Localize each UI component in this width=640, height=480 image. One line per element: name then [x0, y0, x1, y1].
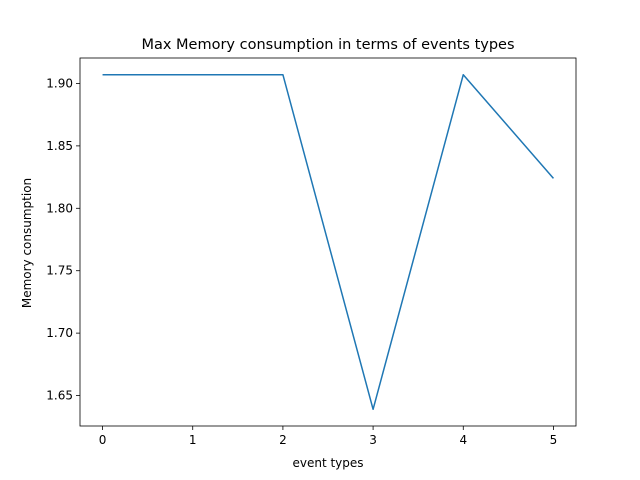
y-tick-label: 1.65 [46, 389, 73, 403]
x-tick-label: 2 [279, 433, 287, 447]
y-tick-label: 1.80 [46, 201, 73, 215]
x-tick-label: 3 [369, 433, 377, 447]
y-tick-label: 1.90 [46, 76, 73, 90]
plot-frame [79, 57, 577, 427]
y-tick-label: 1.70 [46, 326, 73, 340]
x-tick-label: 1 [189, 433, 197, 447]
x-tick-label: 0 [99, 433, 107, 447]
y-tick-label: 1.75 [46, 264, 73, 278]
chart-title: Max Memory consumption in terms of event… [141, 37, 514, 53]
x-tick-label: 5 [550, 433, 558, 447]
series-line [102, 73, 555, 411]
x-tick-label: 4 [459, 433, 467, 447]
y-tick-label: 1.85 [46, 139, 73, 153]
y-axis-label: Memory consumption [20, 178, 34, 308]
x-axis-label: event types [292, 456, 363, 470]
